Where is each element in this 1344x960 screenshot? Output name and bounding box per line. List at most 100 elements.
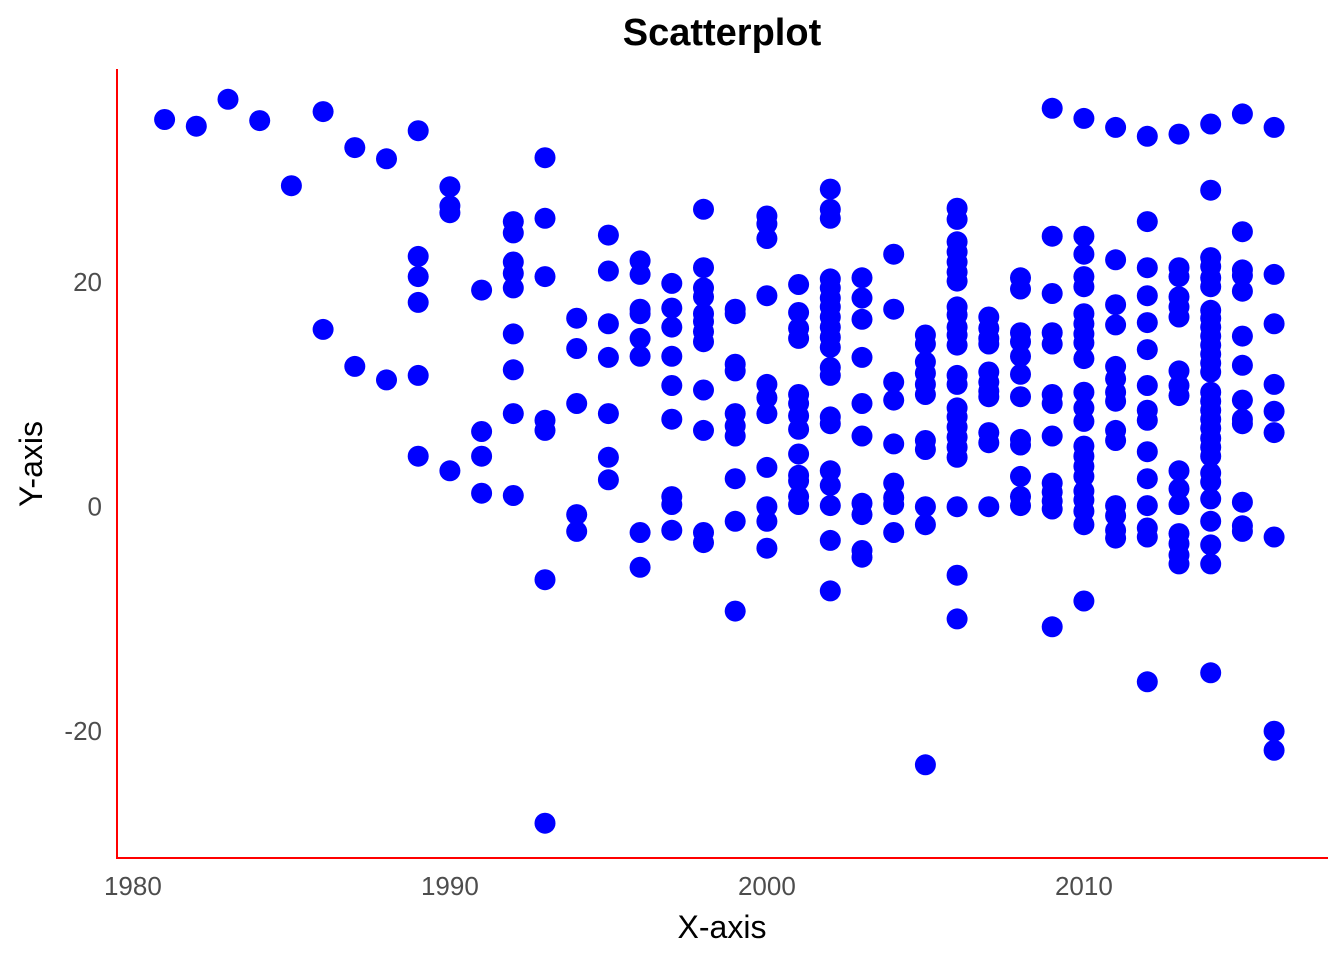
data-point	[851, 546, 873, 568]
data-point	[407, 120, 429, 142]
data-point	[1041, 498, 1063, 520]
data-point	[344, 355, 366, 377]
data-point	[661, 272, 683, 294]
data-point	[154, 109, 176, 130]
data-point	[502, 359, 524, 381]
data-point	[1073, 514, 1095, 536]
data-point	[1200, 534, 1222, 556]
data-point	[407, 245, 429, 267]
data-point	[724, 360, 746, 382]
data-point	[1136, 441, 1158, 463]
data-point	[1200, 276, 1222, 298]
data-point	[914, 384, 936, 405]
data-point	[1136, 211, 1158, 233]
data-point	[1010, 278, 1031, 300]
data-point	[407, 291, 429, 313]
data-point	[693, 532, 714, 554]
data-point	[819, 529, 841, 551]
data-point	[1105, 390, 1127, 412]
data-point	[629, 303, 651, 325]
data-point	[1200, 510, 1222, 532]
data-point	[471, 421, 493, 442]
data-point	[914, 333, 936, 355]
data-point	[756, 510, 778, 532]
data-point	[1231, 389, 1253, 411]
data-point	[1105, 527, 1127, 549]
data-point	[1010, 331, 1031, 353]
data-point	[946, 270, 968, 292]
data-point	[629, 345, 651, 367]
data-point	[1200, 662, 1222, 684]
data-point	[1136, 526, 1158, 548]
data-point	[629, 263, 651, 285]
data-point	[914, 514, 936, 536]
data-point	[851, 504, 873, 526]
data-point	[819, 207, 841, 229]
data-point	[566, 307, 588, 329]
data-point	[376, 369, 397, 391]
data-point	[724, 425, 746, 447]
data-point	[756, 285, 778, 307]
data-point	[1231, 221, 1253, 243]
data-point	[756, 403, 778, 425]
data-point	[629, 327, 651, 349]
data-point	[946, 334, 968, 356]
data-point	[1010, 345, 1031, 367]
data-point	[661, 408, 683, 430]
y-axis-title: Y-axis	[13, 421, 49, 507]
data-point	[597, 313, 619, 335]
data-point	[1041, 97, 1063, 119]
data-point	[1231, 325, 1253, 347]
data-point	[1105, 116, 1127, 138]
data-point	[788, 274, 810, 295]
data-point	[883, 243, 905, 265]
data-point	[1010, 434, 1031, 456]
data-point	[1041, 393, 1063, 414]
data-point	[597, 224, 619, 246]
data-point	[471, 482, 493, 504]
data-point	[280, 175, 302, 197]
data-point	[1263, 373, 1285, 395]
data-point	[1073, 410, 1095, 432]
data-point	[724, 303, 746, 325]
data-point	[312, 318, 334, 340]
data-point	[1010, 465, 1031, 487]
data-point	[185, 115, 207, 137]
data-point	[724, 510, 746, 532]
data-point	[1168, 478, 1190, 500]
data-point	[566, 338, 588, 359]
data-point	[534, 207, 556, 229]
x-axis-ticks: 1980 1990 2000 2010	[104, 871, 1113, 901]
data-point	[788, 494, 810, 515]
data-point	[946, 208, 968, 230]
data-point	[851, 393, 873, 414]
data-point	[1105, 505, 1127, 527]
data-point	[439, 202, 461, 224]
data-point	[756, 537, 778, 559]
data-point	[1200, 471, 1222, 493]
data-point	[883, 494, 905, 515]
data-point	[914, 496, 936, 518]
x-tick-label: 1990	[421, 871, 479, 901]
data-point	[819, 364, 841, 386]
data-point	[883, 298, 905, 320]
data-point	[1136, 671, 1158, 693]
data-point	[693, 331, 714, 353]
data-point	[217, 88, 239, 110]
data-point	[661, 297, 683, 319]
data-point	[407, 445, 429, 467]
data-point	[1168, 123, 1190, 145]
data-point	[1073, 243, 1095, 265]
data-point	[883, 472, 905, 494]
data-point	[693, 286, 714, 308]
data-point	[597, 446, 619, 468]
data-point	[376, 148, 397, 170]
data-point	[1105, 430, 1127, 451]
data-point	[883, 522, 905, 543]
data-point	[661, 316, 683, 338]
data-point	[502, 262, 524, 284]
data-point	[1200, 488, 1222, 510]
data-point	[1041, 283, 1063, 304]
data-point	[1168, 385, 1190, 407]
data-point	[407, 266, 429, 288]
